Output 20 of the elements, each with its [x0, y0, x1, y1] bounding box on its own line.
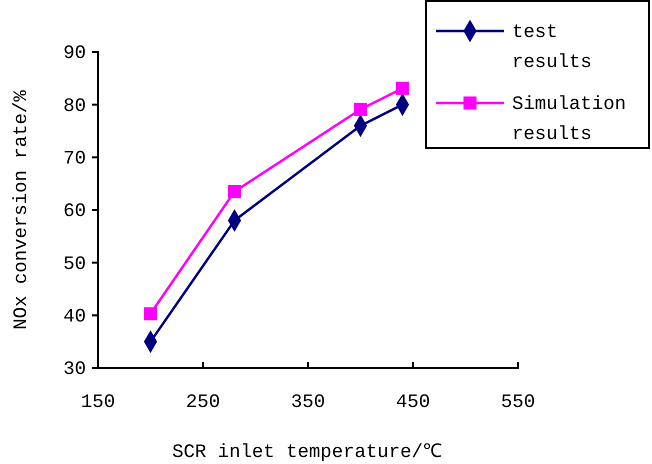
- y-axis-title: NOx conversion rate/%: [10, 90, 32, 330]
- x-tick-label: 250: [186, 391, 220, 414]
- y-tick-label: 90: [63, 42, 86, 64]
- y-tick-label: 80: [63, 94, 86, 117]
- y-tick-label: 60: [63, 200, 86, 222]
- x-tick-label: 550: [500, 391, 536, 414]
- legend-label: test results: [512, 21, 592, 73]
- x-tick-label: 150: [80, 391, 116, 414]
- x-tick-label: 350: [290, 391, 326, 414]
- y-tick-label: 40: [63, 305, 86, 328]
- point: [354, 102, 368, 116]
- y-tick-label: 70: [63, 147, 86, 170]
- y-tick-label: 50: [63, 252, 86, 275]
- point: [396, 82, 410, 95]
- point: [144, 307, 158, 320]
- x-axis-title: SCR inlet temperature/℃: [172, 441, 442, 463]
- legend-label: Simulation results: [512, 93, 626, 145]
- point: [228, 185, 242, 198]
- x-tick-label: 450: [396, 391, 430, 414]
- y-tick-label: 30: [63, 358, 86, 380]
